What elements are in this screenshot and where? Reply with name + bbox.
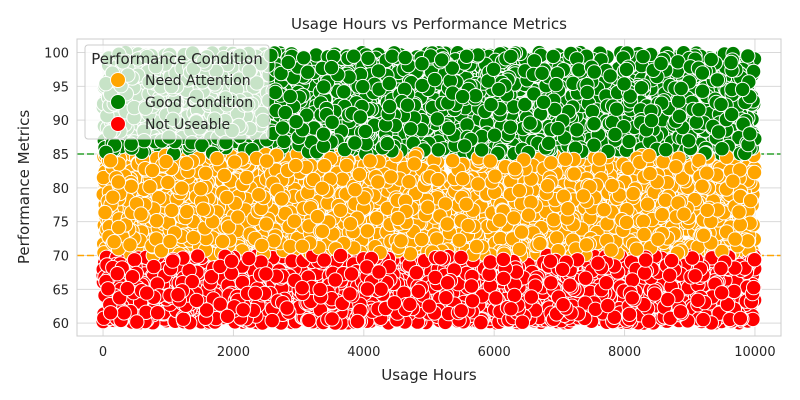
chart-title: Usage Hours vs Performance Metrics <box>291 15 567 33</box>
scatter-points <box>95 44 763 331</box>
